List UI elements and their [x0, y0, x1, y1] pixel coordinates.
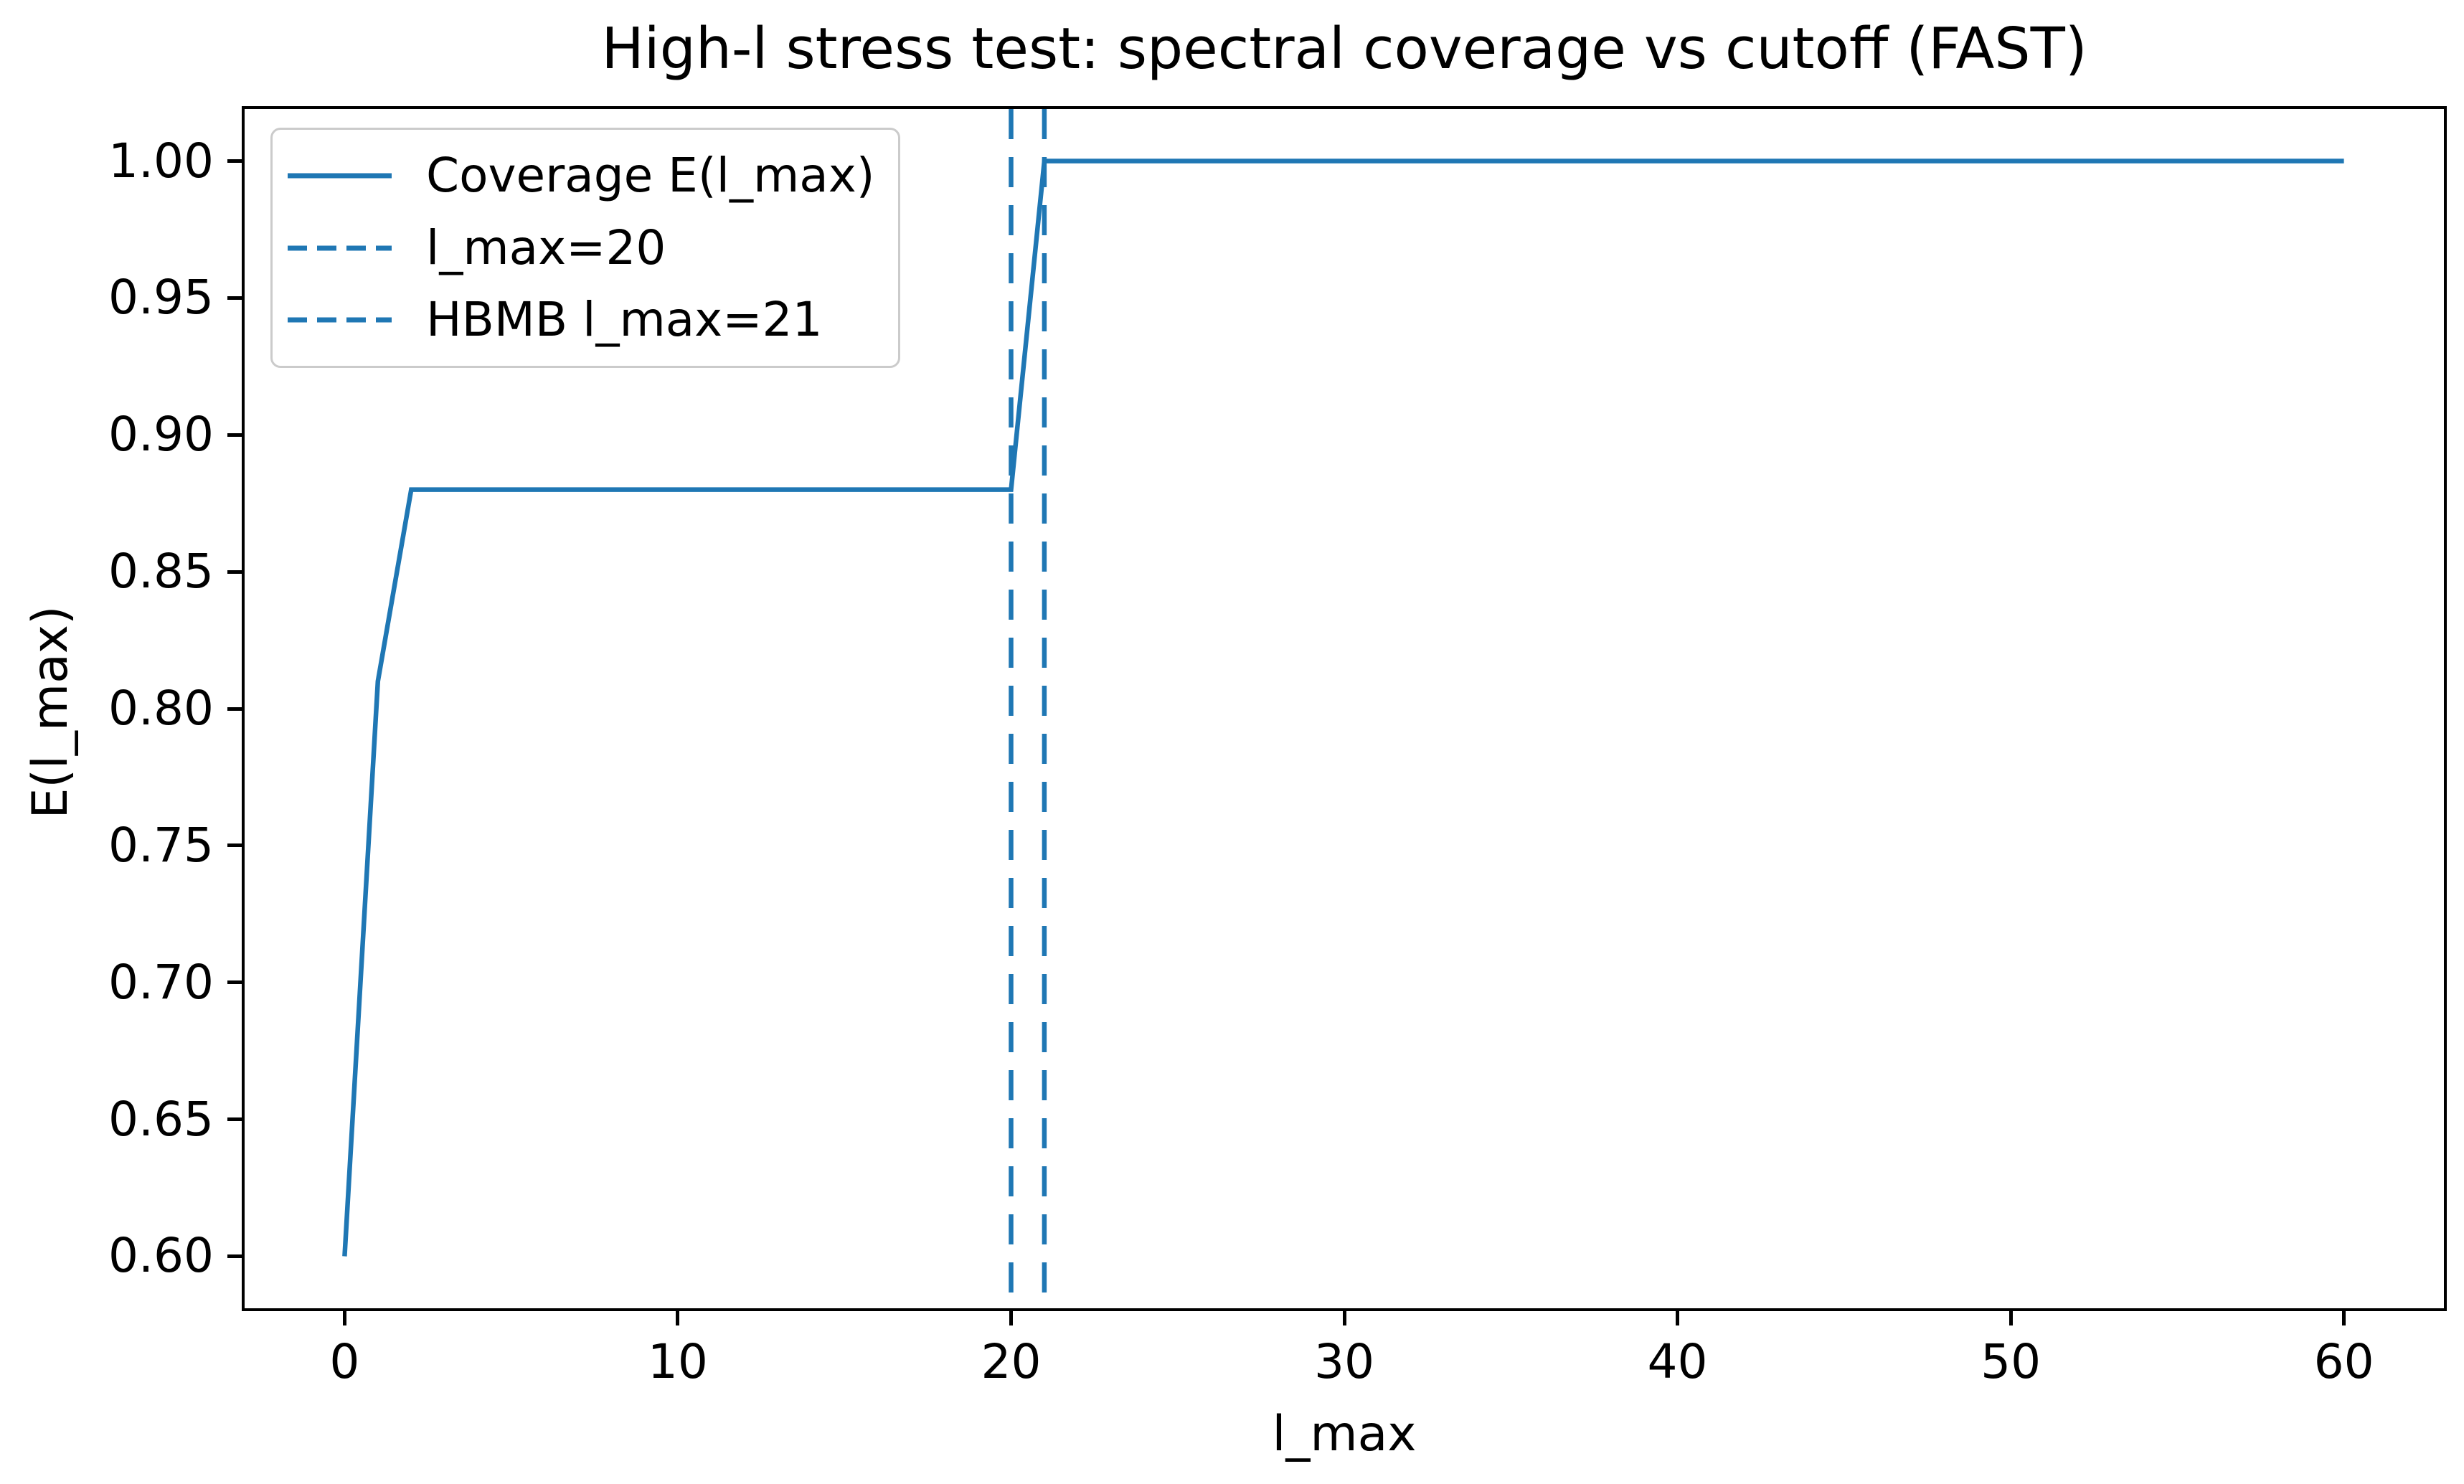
x-tick-mark	[2342, 1311, 2346, 1325]
y-tick-label: 0.60	[108, 1228, 214, 1284]
chart-title: High-l stress test: spectral coverage vs…	[601, 16, 2087, 82]
y-axis-label: E(l_max)	[22, 605, 79, 819]
legend-item-label: HBMB l_max=21	[426, 291, 823, 347]
legend-item-label: Coverage E(l_max)	[426, 148, 875, 204]
y-tick-label: 1.00	[108, 133, 214, 189]
y-tick-mark	[227, 843, 242, 848]
y-tick-mark	[227, 1117, 242, 1122]
legend-dashed-line-sample	[288, 245, 392, 250]
x-tick-label: 30	[1314, 1334, 1374, 1389]
y-tick-label: 0.70	[108, 954, 214, 1010]
x-tick-label: 50	[1981, 1334, 2041, 1389]
legend-dashed-line-sample	[288, 317, 392, 323]
x-tick-mark	[1342, 1311, 1346, 1325]
plot-area	[242, 106, 2447, 1311]
y-tick-mark	[227, 1254, 242, 1258]
coverage-line	[342, 159, 2344, 1257]
legend-item-label: l_max=20	[426, 219, 666, 275]
x-tick-label: 20	[981, 1334, 1042, 1389]
x-tick-label: 10	[647, 1334, 708, 1389]
x-tick-mark	[2009, 1311, 2013, 1325]
legend-item: Coverage E(l_max)	[288, 150, 898, 202]
x-tick-label: 40	[1647, 1334, 1708, 1389]
y-tick-label: 0.85	[108, 544, 214, 600]
x-tick-mark	[676, 1311, 680, 1325]
y-tick-mark	[227, 296, 242, 300]
legend-item: l_max=20	[288, 222, 898, 274]
legend-solid-line-sample	[288, 173, 392, 179]
y-tick-label: 0.95	[108, 270, 214, 326]
y-tick-mark	[227, 433, 242, 437]
y-tick-mark	[227, 159, 242, 164]
y-tick-label: 0.90	[108, 407, 214, 463]
x-tick-mark	[1009, 1311, 1013, 1325]
plot-canvas	[342, 109, 2344, 1308]
legend-item: HBMB l_max=21	[288, 291, 898, 347]
x-tick-label: 60	[2313, 1334, 2374, 1389]
x-axis-label: l_max	[1272, 1406, 1417, 1462]
x-tick-label: 0	[329, 1334, 360, 1389]
y-tick-label: 0.65	[108, 1091, 214, 1147]
y-tick-mark	[227, 570, 242, 574]
y-tick-mark	[227, 980, 242, 985]
y-tick-label: 0.75	[108, 817, 214, 873]
x-tick-mark	[342, 1311, 346, 1325]
x-tick-mark	[1676, 1311, 1680, 1325]
legend: Coverage E(l_max) l_max=20 HBMB l_max=21	[270, 128, 900, 368]
y-tick-mark	[227, 706, 242, 711]
y-tick-label: 0.80	[108, 681, 214, 736]
